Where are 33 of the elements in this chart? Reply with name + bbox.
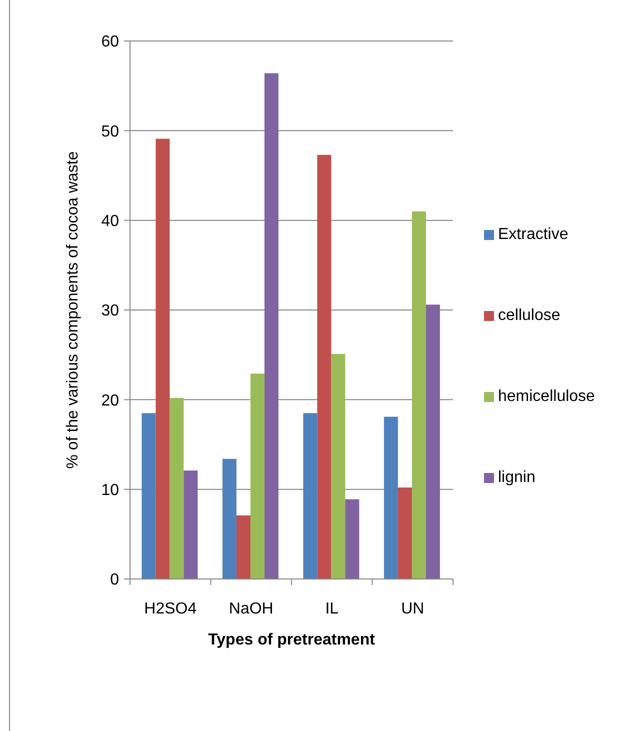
bar: [303, 413, 318, 579]
x-tick-label: IL: [325, 600, 339, 618]
y-tick-label: 50: [101, 123, 120, 140]
bar: [345, 499, 360, 579]
bar: [412, 211, 426, 579]
bar: [398, 488, 412, 579]
y-tick-label: 10: [101, 482, 120, 500]
x-tick-label: NaOH: [228, 600, 274, 618]
bar: [222, 458, 236, 579]
y-tick-label: 0: [110, 572, 120, 589]
bar: [264, 73, 278, 579]
bar: [331, 354, 346, 579]
y-axis-title: % of the various components of cocoa waste: [64, 151, 82, 469]
bar: [384, 416, 398, 579]
y-tick-label: 60: [101, 34, 120, 51]
bar: [236, 515, 250, 579]
bar: [142, 413, 156, 579]
x-tick-label: UN: [401, 600, 424, 618]
legend-label: Extractive: [498, 226, 568, 244]
legend-label: lignin: [498, 469, 536, 487]
y-tick-label: 40: [101, 213, 120, 230]
bar: [317, 154, 332, 579]
y-tick-label: 30: [101, 302, 120, 320]
bar: [426, 304, 440, 579]
bar: [156, 138, 170, 579]
y-tick-label: 20: [101, 392, 120, 410]
bar: [170, 398, 184, 579]
x-axis-title: Types of pretreatment: [208, 632, 376, 648]
x-tick-label: H2SO4: [144, 600, 197, 618]
legend-label: cellulose: [498, 307, 560, 325]
bar: [184, 470, 198, 579]
legend-label: hemicellulose: [498, 388, 595, 406]
bar: [250, 374, 264, 579]
